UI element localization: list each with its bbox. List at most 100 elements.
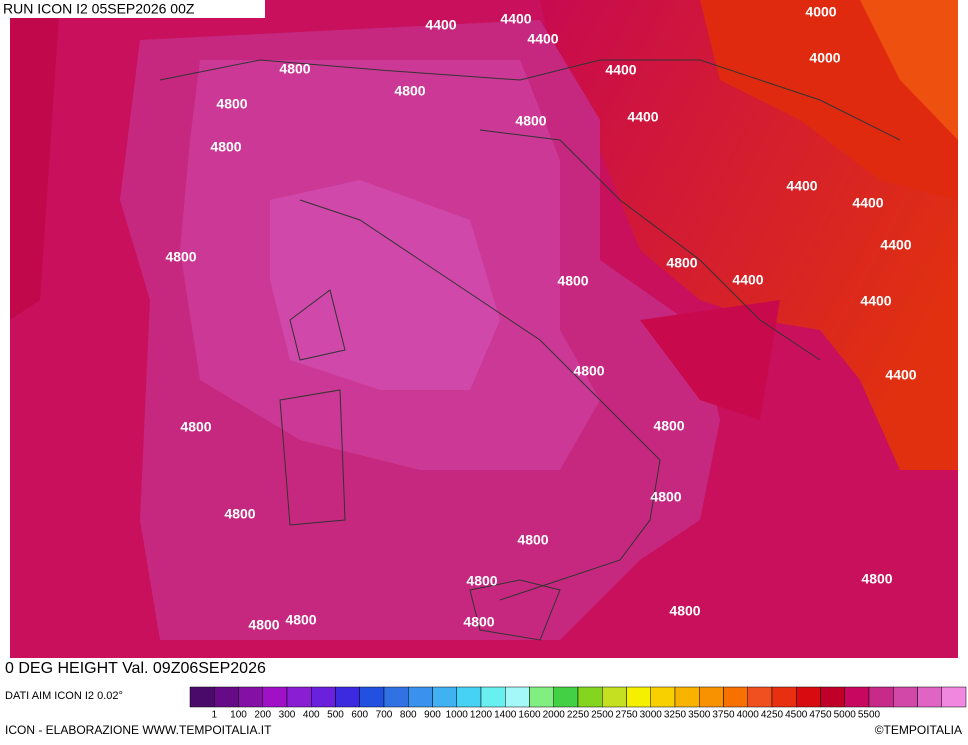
scale-swatch xyxy=(262,686,288,708)
scale-swatch xyxy=(383,686,409,708)
scale-label: 2250 xyxy=(567,710,590,721)
scale-label: 5000 xyxy=(834,710,857,721)
scale-swatch xyxy=(771,686,797,708)
scale-label: 2500 xyxy=(591,710,614,721)
scale-swatch xyxy=(505,686,530,708)
scale-label: 2000 xyxy=(543,710,566,721)
scale-label: 1600 xyxy=(518,710,541,721)
scale-label: 1400 xyxy=(494,710,517,721)
scale-label: 100 xyxy=(230,710,247,721)
contour-label: 4400 xyxy=(852,195,883,211)
scale-swatch xyxy=(747,686,773,708)
map-field xyxy=(10,0,958,658)
scale-label: 400 xyxy=(303,710,320,721)
contour-label: 4400 xyxy=(786,178,817,194)
scale-label: 1 xyxy=(211,710,217,721)
contour-label: 4800 xyxy=(285,612,316,628)
scale-label: 4250 xyxy=(761,710,784,721)
contour-label: 4400 xyxy=(880,237,911,253)
scale-swatch xyxy=(408,686,433,708)
contour-label: 4400 xyxy=(732,272,763,288)
contour-label: 4400 xyxy=(425,17,456,33)
contour-label: 4800 xyxy=(573,363,604,379)
contour-label: 4800 xyxy=(224,506,255,522)
contour-label: 4800 xyxy=(650,489,681,505)
contour-label: 4800 xyxy=(515,113,546,129)
contour-label: 4800 xyxy=(466,573,497,589)
scale-label: 500 xyxy=(327,710,344,721)
scale-swatch xyxy=(626,686,651,708)
scale-swatch xyxy=(286,686,312,708)
scale-label: 200 xyxy=(254,710,271,721)
contour-label: 4800 xyxy=(248,617,279,633)
scale-label: 4500 xyxy=(785,710,808,721)
scale-label: 3750 xyxy=(712,710,735,721)
contour-label: 4800 xyxy=(463,614,494,630)
contour-label: 4400 xyxy=(500,11,531,27)
scale-swatch xyxy=(893,686,918,708)
scale-swatch xyxy=(456,686,482,708)
scale-swatch xyxy=(529,686,554,708)
contour-label: 4800 xyxy=(517,532,548,548)
footer-credit: ICON - ELABORAZIONE WWW.TEMPOITALIA.IT xyxy=(5,723,272,737)
footer-brand: ©TEMPOITALIA xyxy=(875,723,962,737)
scale-label: 700 xyxy=(376,710,393,721)
scale-swatch xyxy=(238,686,263,708)
scale-swatch xyxy=(553,686,579,708)
scale-swatch xyxy=(723,686,748,708)
contour-label: 4400 xyxy=(885,367,916,383)
contour-label: 4400 xyxy=(605,62,636,78)
contour-label: 4800 xyxy=(557,273,588,289)
contour-label: 4800 xyxy=(653,418,684,434)
scale-swatch xyxy=(820,686,845,708)
scale-swatch xyxy=(674,686,700,708)
scale-swatch xyxy=(796,686,821,708)
contour-label: 4000 xyxy=(809,50,840,66)
scale-label: 4750 xyxy=(809,710,832,721)
scale-label: 5500 xyxy=(858,710,881,721)
scale-swatch xyxy=(917,686,942,708)
scale-swatch xyxy=(699,686,724,708)
contour-label: 4800 xyxy=(165,249,196,265)
contour-label: 4800 xyxy=(666,255,697,271)
header: RUN ICON I2 05SEP2026 00Z xyxy=(0,0,265,18)
scale-label: 800 xyxy=(400,710,417,721)
color-scale: 1 100 200 300 400 500 600 700 800 900 1000 1200 1400… xyxy=(189,686,967,721)
scale-swatch xyxy=(311,686,336,708)
map-title: RUN ICON I2 05SEP2026 00Z xyxy=(3,1,195,17)
scale-swatch xyxy=(650,686,676,708)
scale-swatch xyxy=(480,686,506,708)
scale-label: 3250 xyxy=(664,710,687,721)
scale-label: 1200 xyxy=(470,710,493,721)
contour-label: 4800 xyxy=(394,83,425,99)
contour-label: 4800 xyxy=(180,419,211,435)
footer-title-box xyxy=(0,658,415,682)
contour-label: 4800 xyxy=(861,571,892,587)
scale-label: 600 xyxy=(351,710,368,721)
scale-swatch xyxy=(432,686,457,708)
scale-swatch xyxy=(844,686,870,708)
contour-labels: 4400 4400 4400 4400 4400 4400 4400 4400 4400 4400… xyxy=(165,4,916,633)
footer-source: DATI AIM ICON I2 0.02° xyxy=(5,690,123,702)
footer-title: 0 DEG HEIGHT Val. 09Z06SEP2026 xyxy=(5,660,266,677)
scale-swatch xyxy=(577,686,603,708)
scale-label: 900 xyxy=(424,710,441,721)
coastlines xyxy=(159,59,901,641)
scale-label: 2750 xyxy=(615,710,638,721)
contour-label: 4400 xyxy=(860,293,891,309)
contour-label: 4000 xyxy=(805,4,836,20)
scale-swatch xyxy=(868,686,894,708)
contour-label: 4400 xyxy=(627,109,658,125)
scale-swatch xyxy=(214,686,239,708)
scale-swatch xyxy=(941,686,967,708)
scale-swatch xyxy=(335,686,360,708)
scale-swatch xyxy=(359,686,385,708)
contour-label: 4800 xyxy=(669,603,700,619)
contour-label: 4800 xyxy=(216,96,247,112)
scale-label: 4000 xyxy=(737,710,760,721)
scale-swatch xyxy=(602,686,627,708)
contour-label: 4800 xyxy=(279,61,310,77)
scale-label: 1000 xyxy=(446,710,469,721)
